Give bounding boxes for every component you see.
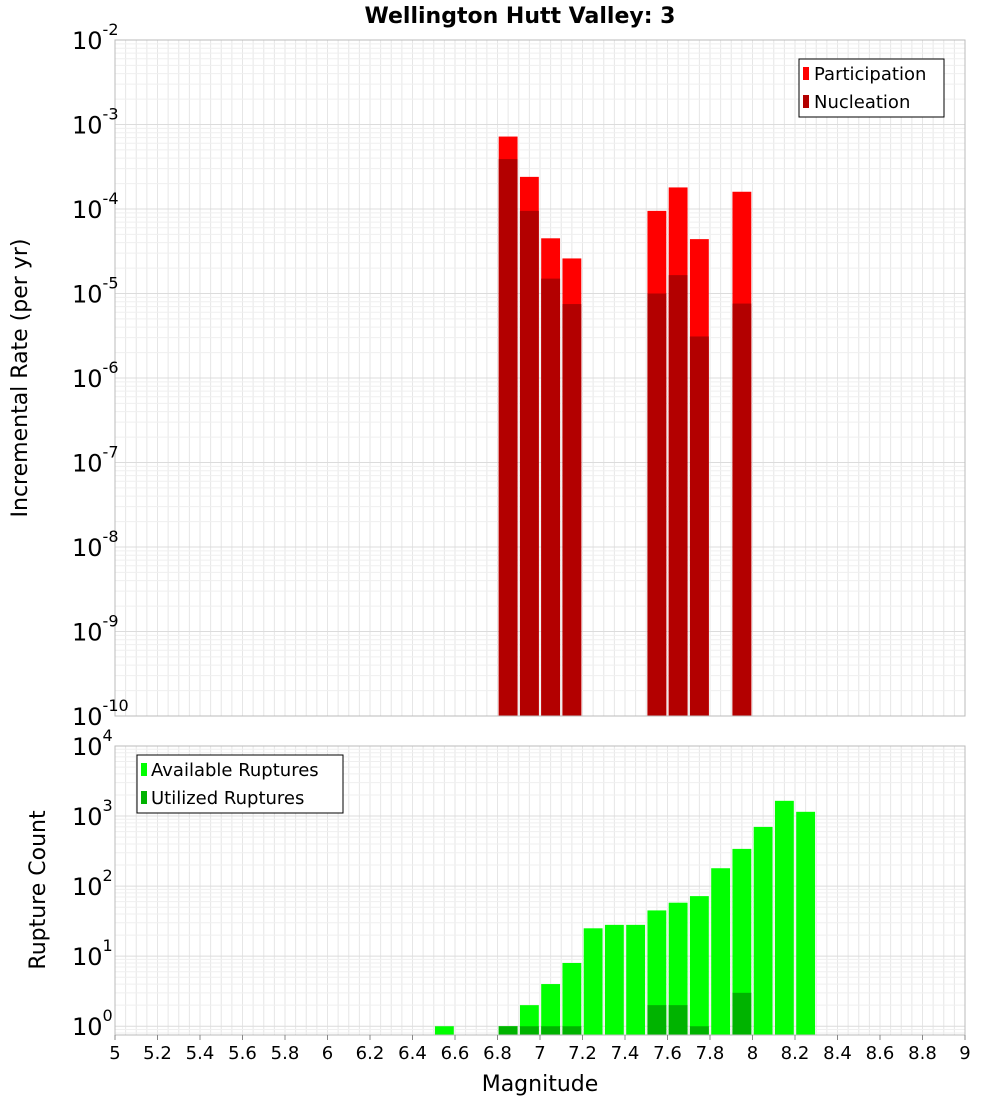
utilized-legend-label: Utilized Ruptures — [151, 788, 304, 809]
top-y-tick-label: 10-7 — [72, 443, 119, 478]
top-panel: 10-10 10-9 10-8 10-7 10-6 10-5 10-4 10-3 10-2 In… — [8, 20, 966, 731]
utilized-ruptures-bar — [541, 1026, 561, 1035]
x-tick-label: 6.8 — [483, 1043, 512, 1064]
available-ruptures-bar — [562, 962, 582, 1035]
available-legend-label: Available Ruptures — [151, 760, 319, 781]
nucleation-bar — [647, 293, 667, 716]
top-y-tick-label: 10-3 — [72, 105, 119, 140]
x-tick-label: 5.8 — [271, 1043, 300, 1064]
x-tick-label: 8.6 — [866, 1043, 895, 1064]
bottom-y-tick-label: 102 — [72, 866, 113, 901]
x-tick-label: 6.4 — [398, 1043, 427, 1064]
x-tick-label: 6 — [322, 1043, 333, 1064]
nucleation-legend-label: Nucleation — [814, 92, 910, 113]
x-tick-label: 5.4 — [186, 1043, 215, 1064]
bottom-y-tick-label: 103 — [72, 796, 113, 831]
nucleation-bar — [732, 303, 752, 716]
utilized-ruptures-bar — [732, 992, 752, 1035]
top-gridlines — [114, 40, 966, 717]
x-tick-label: 6.6 — [441, 1043, 470, 1064]
top-y-axis-label: Incremental Rate (per yr) — [8, 239, 33, 518]
x-tick-label: 8.4 — [823, 1043, 852, 1064]
bottom-legend: Available Ruptures Utilized Ruptures — [136, 754, 344, 814]
top-y-tick-label: 10-2 — [72, 20, 119, 55]
available-ruptures-bar — [647, 910, 667, 1035]
x-tick-label: 5.2 — [143, 1043, 172, 1064]
x-tick-label: 8.2 — [781, 1043, 810, 1064]
available-ruptures-bar — [626, 924, 646, 1035]
bottom-legend-box — [136, 754, 344, 814]
x-tick-label: 6.2 — [356, 1043, 385, 1064]
top-y-tick-label: 10-9 — [72, 612, 119, 647]
top-plot-frame — [114, 39, 966, 717]
bottom-y-tick-label: 100 — [72, 1006, 113, 1041]
top-legend: Participation Nucleation — [798, 58, 945, 118]
x-tick-label: 7.4 — [611, 1043, 640, 1064]
available-ruptures-bar — [732, 848, 752, 1035]
nucleation-bar — [498, 159, 518, 716]
nucleation-legend-swatch — [803, 95, 809, 108]
top-y-tick-labels: 10-10 10-9 10-8 10-7 10-6 10-5 10-4 10-3 10-2 — [72, 20, 129, 731]
x-tick-label: 7.6 — [653, 1043, 682, 1064]
available-ruptures-bar — [541, 984, 561, 1035]
top-y-tick-label: 10-6 — [72, 358, 119, 393]
available-ruptures-bar — [774, 800, 794, 1035]
x-tick-label: 8 — [747, 1043, 758, 1064]
utilized-ruptures-bar — [647, 1005, 667, 1035]
available-ruptures-bar — [583, 928, 603, 1035]
nucleation-bar — [689, 336, 709, 716]
x-tick-label: 7.8 — [696, 1043, 725, 1064]
utilized-ruptures-bar — [519, 1026, 539, 1035]
available-legend-swatch — [141, 763, 147, 776]
available-ruptures-bar — [711, 868, 731, 1035]
bottom-panel: 100 101 102 103 104 Rupture Count Available … — [26, 726, 971, 1097]
available-ruptures-bar — [753, 826, 773, 1035]
top-y-tick-label: 10-5 — [72, 274, 119, 309]
bottom-y-tick-label: 104 — [72, 726, 113, 761]
available-ruptures-bar — [668, 902, 688, 1035]
utilized-ruptures-bar — [562, 1026, 582, 1035]
x-tick-labels: 5 5.2 5.4 5.6 5.8 6 6.2 6.4 6.6 6.8 7 7.2 7.4 7.6 7.8 8… — [109, 1035, 971, 1064]
x-tick-label: 5.6 — [228, 1043, 257, 1064]
bottom-gridlines — [114, 746, 966, 1035]
utilized-ruptures-bar — [668, 1005, 688, 1035]
bottom-bars — [434, 800, 816, 1035]
utilized-legend-swatch — [141, 791, 147, 804]
top-y-tick-label: 10-8 — [72, 527, 119, 562]
available-ruptures-bar — [689, 896, 709, 1035]
nucleation-bar — [519, 210, 539, 716]
participation-legend-label: Participation — [814, 64, 926, 85]
x-tick-label: 7 — [534, 1043, 545, 1064]
top-bars — [498, 136, 752, 717]
available-ruptures-bar — [796, 811, 816, 1035]
available-ruptures-bar — [604, 924, 624, 1035]
x-tick-label: 7.2 — [568, 1043, 597, 1064]
x-tick-label: 5 — [109, 1043, 120, 1064]
top-y-tick-label: 10-10 — [72, 696, 129, 731]
nucleation-bar — [541, 278, 561, 716]
bottom-y-tick-label: 101 — [72, 936, 113, 971]
nucleation-bar — [668, 275, 688, 716]
available-ruptures-bar — [434, 1026, 454, 1035]
x-axis-label: Magnitude — [482, 1072, 599, 1097]
top-legend-box — [798, 58, 945, 118]
utilized-ruptures-bar — [498, 1026, 518, 1035]
x-tick-label: 8.8 — [908, 1043, 937, 1064]
bottom-y-tick-labels: 100 101 102 103 104 — [72, 726, 113, 1041]
bottom-y-axis-label: Rupture Count — [26, 810, 51, 970]
x-tick-label: 9 — [959, 1043, 970, 1064]
participation-legend-swatch — [803, 67, 809, 80]
chart-title: Wellington Hutt Valley: 3 — [365, 4, 676, 29]
nucleation-bar — [562, 304, 582, 716]
top-y-tick-label: 10-4 — [72, 189, 119, 224]
utilized-ruptures-bar — [689, 1026, 709, 1035]
